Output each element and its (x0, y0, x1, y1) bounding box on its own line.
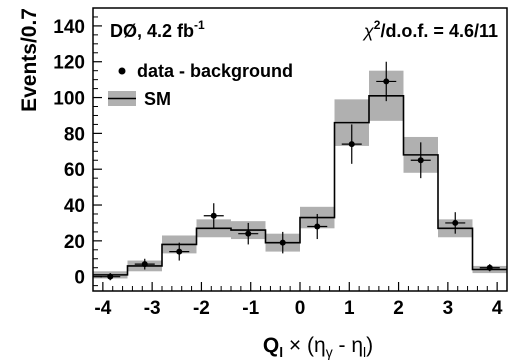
x-tick-label: -3 (144, 298, 161, 319)
y-tick-labels: 0 20 40 60 80 100 120 140 (53, 17, 85, 289)
x-tick-label: 1 (344, 298, 355, 319)
data-point (314, 223, 321, 230)
x-tick-label: -2 (193, 298, 210, 319)
y-tick-label: 40 (64, 196, 85, 217)
legend: data - background SM (108, 61, 293, 109)
y-tick-label: 0 (74, 268, 85, 289)
data-point (452, 219, 459, 226)
y-axis-title: Events/0.7 (18, 8, 41, 112)
x-axis-eta2-sub: l (363, 344, 366, 360)
x-axis-q-sub: l (279, 344, 283, 360)
x-axis-q: Q (263, 334, 279, 357)
data-point (279, 239, 286, 246)
fit-quality-label: χ2/d.o.f. = 4.6/11 (362, 18, 498, 41)
legend-data-marker (118, 67, 126, 75)
x-tick-label: 3 (443, 298, 454, 319)
experiment-label: DØ, 4.2 fb-1 (110, 18, 205, 41)
fit-chi-sup: 2 (374, 18, 381, 32)
x-tick-label: 2 (393, 298, 404, 319)
x-tick-label: 4 (492, 298, 503, 319)
x-tick-label: -1 (242, 298, 259, 319)
legend-sm-label: SM (144, 89, 171, 109)
legend-data-label: data - background (137, 61, 293, 81)
data-point (176, 248, 183, 255)
y-tick-label: 60 (64, 160, 85, 181)
data-point (210, 212, 217, 219)
y-tick-label: 80 (64, 124, 85, 145)
sm-histogram-line (93, 94, 507, 276)
fit-chi: χ (362, 21, 375, 41)
data-point (141, 261, 148, 268)
fit-label-rest: /d.o.f. = 4.6/11 (380, 21, 498, 41)
data-point (486, 264, 493, 271)
x-tick-label: 0 (295, 298, 306, 319)
experiment-label-text: DØ, 4.2 fb (110, 21, 194, 41)
experiment-label-sup: -1 (194, 18, 205, 32)
x-axis-title: Ql × (ηγ - ηl) (263, 334, 373, 360)
x-tick-labels: -4 -3 -2 -1 0 1 2 3 4 (94, 298, 502, 319)
y-tick-label: 100 (53, 89, 85, 110)
data-points (100, 61, 500, 281)
data-point (417, 157, 424, 164)
x-axis-eta-sub: γ (326, 344, 333, 360)
data-point (107, 273, 114, 280)
plot-frame (92, 7, 508, 292)
x-axis-close: ) (366, 334, 373, 357)
y-tick-label: 120 (53, 53, 85, 74)
data-point (383, 78, 390, 85)
y-tick-label: 140 (53, 17, 85, 38)
x-axis-mid: × (η (283, 334, 326, 357)
x-axis-minus: - η (333, 334, 363, 357)
x-tick-label: -4 (94, 298, 111, 319)
y-tick-label: 20 (64, 232, 85, 253)
sm-step-line (93, 94, 507, 276)
axis-ticks (93, 16, 498, 291)
data-point (348, 141, 355, 148)
data-point (245, 230, 252, 237)
